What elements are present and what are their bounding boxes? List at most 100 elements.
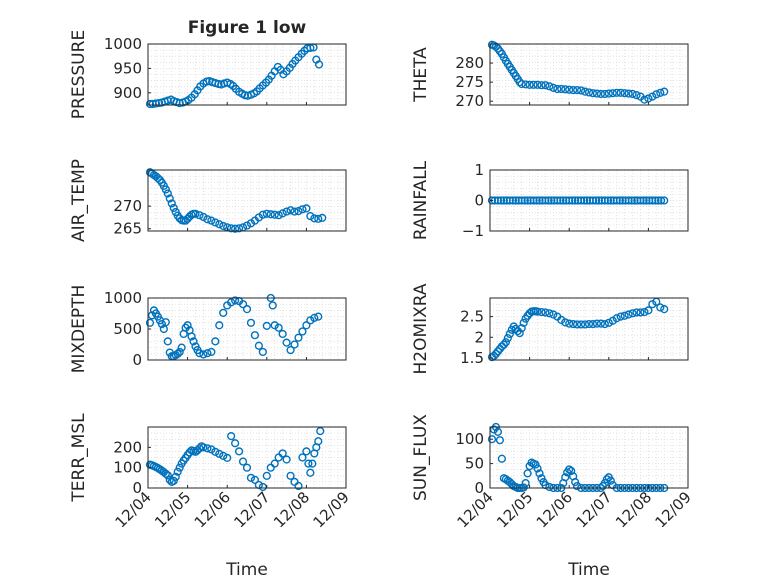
data-point [215, 321, 224, 330]
data-point [211, 218, 220, 227]
grid [148, 170, 346, 231]
data-point [541, 81, 550, 90]
data-point [533, 80, 542, 89]
data-point [612, 314, 621, 323]
data-point [567, 466, 576, 476]
data-point [545, 482, 554, 492]
data-point [644, 306, 653, 315]
data-point [580, 196, 589, 205]
data-point [258, 347, 267, 357]
data-point [191, 209, 200, 218]
data-point [652, 90, 661, 99]
data-point [602, 475, 611, 484]
data-point [642, 196, 651, 205]
data-point [199, 350, 208, 359]
data-point [556, 196, 565, 205]
data-point [242, 305, 252, 314]
y-tick-label: 0 [132, 479, 142, 497]
data-point [533, 307, 542, 316]
data-point [537, 81, 546, 90]
subplot-6: 010020012/0412/0512/0612/0712/0812/09TER… [69, 413, 353, 580]
data-point [600, 319, 609, 329]
data-point [580, 320, 590, 329]
data-point [521, 479, 530, 488]
data-point [517, 196, 526, 205]
y-tick-label: 1.5 [460, 349, 484, 367]
data-point [242, 221, 252, 230]
data-point [648, 92, 657, 101]
data-point [175, 463, 184, 472]
data-point [639, 196, 648, 205]
data-point [584, 88, 594, 97]
data-point [254, 341, 263, 350]
data-point [314, 214, 323, 223]
data-point [203, 215, 212, 224]
y-tick-label: 2.5 [460, 308, 484, 326]
data-point [573, 86, 582, 95]
y-tick-label: 270 [455, 92, 484, 110]
data-point [262, 321, 271, 331]
data-point [630, 196, 639, 205]
data-point [173, 467, 182, 476]
series-markers [487, 40, 669, 104]
data-point [541, 308, 550, 317]
data-point [517, 324, 526, 333]
data-point [648, 196, 657, 205]
data-point [187, 332, 196, 341]
data-point [302, 321, 311, 330]
grid [490, 298, 688, 360]
data-point [604, 318, 613, 327]
data-point [656, 88, 665, 97]
data-point [278, 449, 287, 458]
data-point [227, 298, 236, 307]
data-point [521, 80, 530, 89]
data-point [606, 196, 615, 205]
data-point [306, 211, 315, 221]
data-point [195, 349, 204, 358]
data-point [594, 196, 604, 205]
data-point [561, 473, 570, 482]
data-point [501, 338, 510, 347]
data-point [215, 449, 224, 458]
data-point [286, 206, 295, 215]
data-point [167, 199, 176, 208]
y-tick-label: 275 [455, 73, 484, 91]
data-point [258, 482, 267, 492]
y-tick-label: 500 [113, 320, 142, 338]
data-point [569, 319, 578, 329]
data-point [203, 349, 212, 358]
data-point [171, 472, 180, 481]
data-point [282, 207, 291, 216]
data-point [493, 427, 503, 436]
data-point [145, 318, 155, 327]
data-point [618, 196, 627, 205]
series-markers [487, 297, 669, 362]
y-axis-label: PRESSURE [69, 30, 89, 119]
y-tick-label: −1 [462, 222, 484, 240]
y-axis-label: THETA [411, 47, 431, 103]
data-point [294, 481, 303, 491]
data-point [660, 87, 669, 96]
data-point [541, 196, 550, 205]
y-axis-label: H2OMIXRA [411, 283, 431, 374]
data-point [304, 459, 313, 468]
data-point [660, 196, 669, 205]
data-point [286, 471, 295, 480]
data-point [612, 196, 621, 205]
data-point [547, 196, 556, 205]
subplot-4: 0 500 1000 MIXDEPTH [69, 285, 347, 373]
data-point [173, 349, 182, 358]
y-tick-label: 280 [455, 54, 484, 72]
data-point [561, 85, 570, 94]
data-point [290, 340, 299, 349]
data-point [238, 300, 248, 309]
data-point [169, 476, 178, 485]
data-point [569, 86, 578, 95]
data-point [616, 88, 625, 97]
data-point [163, 471, 172, 480]
data-point [553, 196, 562, 205]
data-point [489, 351, 499, 360]
data-point [203, 444, 212, 453]
data-point [270, 210, 279, 219]
data-point [165, 194, 174, 203]
